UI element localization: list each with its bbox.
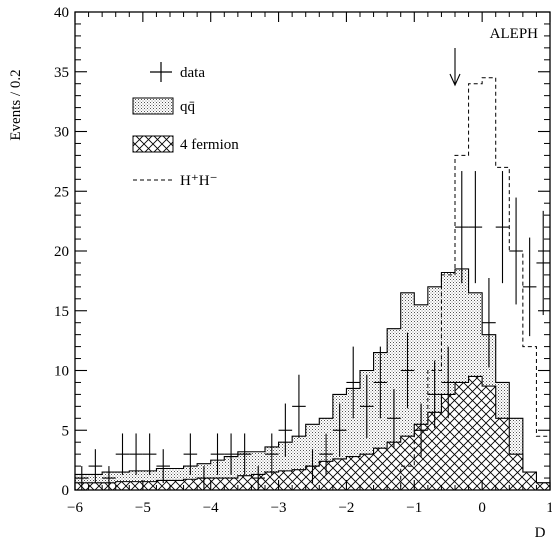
x-axis-label: D — [535, 525, 546, 541]
y-axis-label: Events / 0.2 — [8, 69, 24, 140]
data-point — [156, 449, 170, 483]
y-tick-label: 35 — [54, 65, 69, 81]
x-tick-label: −2 — [338, 500, 354, 516]
data-point — [495, 171, 510, 284]
y-tick-label: 0 — [62, 483, 70, 499]
data-point — [292, 374, 306, 438]
data-point — [332, 403, 347, 457]
x-tick-label: −6 — [67, 500, 83, 516]
legend-marker-4fermion — [132, 135, 174, 153]
data-point — [522, 237, 537, 337]
cut-arrow — [449, 48, 461, 87]
legend-marker-qq — [132, 97, 174, 115]
x-tick-label: −5 — [135, 500, 151, 516]
data-point — [455, 171, 469, 284]
data-point — [373, 346, 388, 419]
data-point — [142, 433, 157, 475]
data-point — [346, 346, 360, 419]
data-point — [224, 433, 238, 475]
data-point — [129, 433, 143, 475]
data-point — [278, 403, 293, 457]
data-point — [305, 449, 320, 483]
y-tick-label: 25 — [54, 184, 69, 200]
data-point — [360, 374, 374, 438]
data-point — [509, 197, 523, 305]
x-tick-label: −4 — [203, 500, 219, 516]
hh-histogram-line — [75, 77, 550, 491]
data-points — [75, 171, 550, 490]
legend-label-data: data — [180, 65, 205, 81]
x-tick-label: 1 — [546, 500, 552, 516]
four-fermion-histogram — [74, 375, 551, 491]
x-tick-label: −3 — [271, 500, 287, 516]
y-tick-label: 5 — [62, 423, 70, 439]
cut-arrow-head — [449, 73, 461, 87]
legend-marker-data — [150, 62, 172, 82]
four-fermion-histogram-area — [74, 375, 551, 491]
data-point — [482, 277, 496, 368]
data-point — [414, 403, 428, 457]
y-tick-label: 20 — [54, 244, 69, 260]
y-tick-label: 10 — [54, 364, 69, 380]
data-point — [468, 171, 483, 284]
hh-histogram — [75, 77, 550, 491]
data-point — [197, 466, 211, 490]
experiment-label: ALEPH — [490, 26, 539, 42]
data-point — [265, 433, 279, 475]
y-tick-label: 15 — [54, 304, 69, 320]
data-point — [427, 360, 442, 429]
data-point — [441, 346, 455, 419]
data-point — [88, 449, 103, 483]
data-point — [251, 466, 265, 490]
data-point — [102, 466, 116, 490]
data-point — [183, 433, 198, 475]
x-tick-label: −1 — [406, 500, 422, 516]
data-point — [387, 389, 401, 448]
legend-label-hh: H⁺H⁻ — [180, 173, 218, 189]
data-point — [210, 433, 225, 475]
data-point — [400, 332, 415, 409]
legend-label-qq: qq̄ — [180, 99, 196, 115]
legend: data qq̄ 4 fermion H⁺H⁻ — [132, 62, 239, 189]
y-tick-label: 30 — [54, 125, 69, 141]
data-point — [115, 433, 130, 475]
data-point — [319, 433, 333, 475]
x-tick-label: 0 — [478, 500, 486, 516]
legend-label-4fermion: 4 fermion — [180, 137, 239, 153]
data-point — [237, 433, 252, 475]
y-tick-label: 40 — [54, 5, 69, 21]
